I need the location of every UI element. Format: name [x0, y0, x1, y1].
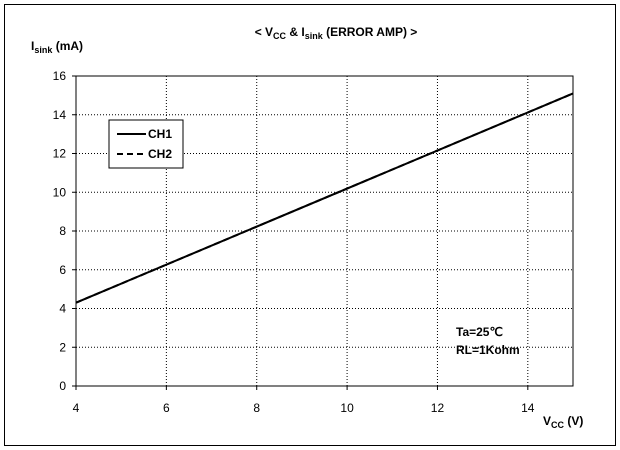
- y-tick-label: 12: [53, 147, 67, 161]
- chart-title: < VCC & Isink (ERROR AMP) >: [255, 25, 418, 41]
- y-tick-label: 16: [53, 69, 67, 83]
- y-axis-label: Isink (mA): [31, 39, 83, 55]
- legend: CH1 CH2: [108, 119, 184, 169]
- annotation-load: RL=1Kohm: [456, 343, 520, 357]
- x-tick-label: 8: [253, 401, 260, 415]
- x-axis-label: VCC (V): [543, 414, 583, 430]
- plot-frame: [75, 75, 574, 387]
- x-tick-label: 4: [73, 401, 80, 415]
- legend-label-ch1: CH1: [148, 127, 172, 141]
- series-line-ch1: [75, 92, 574, 304]
- y-tick-label: 0: [59, 379, 66, 393]
- y-tick-label: 4: [59, 302, 66, 316]
- y-tick-labels: 0 2 4 6 8 10 12 14 16: [53, 69, 67, 393]
- y-tick-label: 14: [53, 108, 67, 122]
- plot-area: [75, 75, 574, 387]
- y-tick-label: 10: [53, 185, 67, 199]
- x-tick-labels: 4 6 8 10 12 14: [73, 401, 535, 415]
- series-lines: [75, 92, 574, 304]
- x-tick-label: 14: [521, 401, 535, 415]
- legend-box: [108, 119, 184, 169]
- y-tick-label: 8: [59, 224, 66, 238]
- x-tick-label: 10: [340, 401, 354, 415]
- x-tick-label: 12: [431, 401, 445, 415]
- legend-label-ch2: CH2: [148, 147, 172, 161]
- figure-border: [4, 4, 616, 446]
- y-tick-label: 6: [59, 263, 66, 277]
- x-tick-label: 6: [163, 401, 170, 415]
- y-tick-label: 2: [59, 340, 66, 354]
- annotation-temperature: Ta=25℃: [456, 325, 503, 339]
